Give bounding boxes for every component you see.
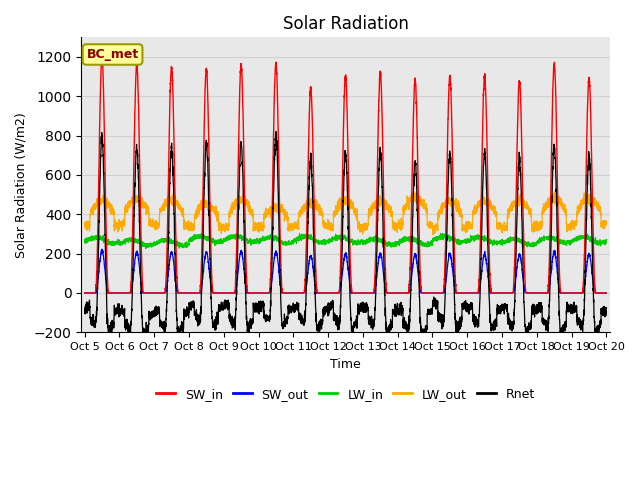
SW_in: [602, 290, 609, 296]
LW_out: [602, 222, 610, 228]
Rnet: [463, 307, 470, 313]
Rnet: [602, 312, 610, 318]
SW_out: [433, 290, 441, 296]
SW_in: [433, 290, 441, 296]
LW_out: [175, 204, 182, 209]
SW_out: [462, 290, 470, 296]
X-axis label: Time: Time: [330, 358, 361, 371]
Rnet: [434, 302, 442, 308]
LW_in: [436, 230, 444, 236]
Text: BC_met: BC_met: [86, 48, 139, 61]
Legend: SW_in, SW_out, LW_in, LW_out, Rnet: SW_in, SW_out, LW_in, LW_out, Rnet: [151, 383, 540, 406]
Rnet: [326, 302, 333, 308]
SW_in: [175, 290, 182, 296]
Rnet: [419, 336, 426, 341]
SW_out: [81, 290, 88, 296]
LW_in: [142, 246, 150, 252]
SW_in: [326, 290, 333, 296]
LW_out: [81, 223, 88, 229]
LW_out: [551, 189, 559, 195]
Line: LW_out: LW_out: [84, 192, 606, 234]
SW_out: [98, 246, 106, 252]
LW_in: [602, 240, 610, 246]
LW_out: [433, 222, 441, 228]
LW_in: [175, 243, 182, 249]
Rnet: [175, 329, 182, 335]
LW_in: [463, 238, 470, 244]
Line: LW_in: LW_in: [84, 233, 606, 249]
LW_out: [602, 218, 610, 224]
Rnet: [81, 306, 88, 312]
Rnet: [602, 305, 610, 311]
LW_in: [433, 235, 441, 240]
SW_in: [462, 290, 470, 296]
LW_out: [326, 225, 333, 231]
SW_out: [492, 290, 500, 296]
Rnet: [492, 320, 500, 326]
SW_in: [602, 290, 610, 296]
Title: Solar Radiation: Solar Radiation: [282, 15, 408, 33]
SW_out: [175, 290, 182, 296]
LW_in: [326, 238, 333, 244]
SW_out: [602, 290, 610, 296]
LW_out: [429, 231, 436, 237]
LW_in: [81, 239, 88, 245]
LW_out: [462, 225, 470, 231]
SW_in: [492, 290, 500, 296]
SW_out: [326, 290, 333, 296]
LW_out: [492, 210, 500, 216]
SW_in: [98, 53, 106, 59]
Rnet: [272, 129, 280, 134]
Line: SW_in: SW_in: [84, 56, 606, 293]
Line: SW_out: SW_out: [84, 249, 606, 293]
LW_in: [602, 237, 610, 242]
SW_in: [81, 290, 88, 296]
LW_in: [492, 240, 500, 246]
SW_out: [602, 290, 609, 296]
Line: Rnet: Rnet: [84, 132, 606, 338]
Y-axis label: Solar Radiation (W/m2): Solar Radiation (W/m2): [15, 112, 28, 258]
